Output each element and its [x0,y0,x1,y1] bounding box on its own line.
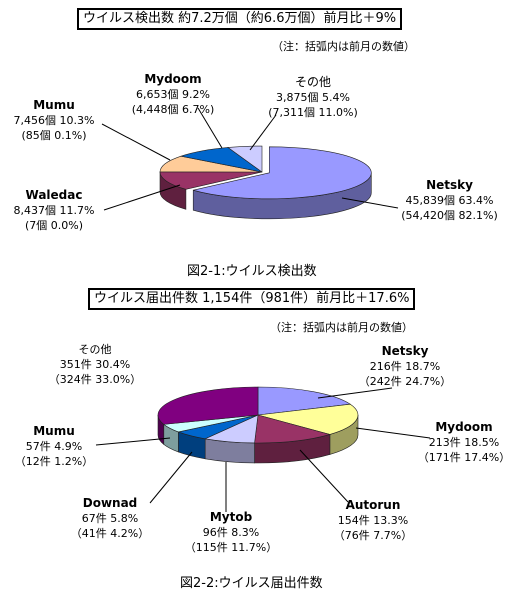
chart2-label-mydoom-value: 213件 18.5% [428,436,500,449]
chart1-leader-mumu [101,123,171,161]
chart2-label-mumu-prev: （12件 1.2%） [14,455,94,468]
chart1-label-netsky: Netsky 45,839個 63.4% (54,420個 82.1%) [392,178,507,223]
chart2-label-netsky-value: 216件 18.7% [369,360,441,373]
chart1-label-mumu: Mumu 7,456個 10.3% (85個 0.1%) [4,98,104,143]
chart2-label-mytob-prev: （115件 11.7%） [184,541,278,554]
chart1-label-mumu-prev: (85個 0.1%) [21,129,87,142]
chart2-label-mydoom-prev: （171件 17.4%） [417,451,511,464]
chart2-slice-mydoom [257,403,359,435]
chart2-label-mumu: Mumu 57件 4.9% （12件 1.2%） [4,424,104,469]
chart1-leader-mydoom [197,107,223,149]
chart2-label-netsky: Netsky 216件 18.7% （242件 24.7%） [350,344,460,389]
chart1-label-other-value: 3,875個 5.4% [276,91,350,104]
chart1-label-netsky-prev: (54,420個 82.1%) [401,209,498,222]
chart2-label-other-prev: （324件 33.0%） [48,373,142,386]
chart1-title: ウイルス検出数 約7.2万個（約6.6万個）前月比＋9% [77,8,403,30]
chart2-leader-netsky [317,387,393,399]
chart2-label-netsky-prev: （242件 24.7%） [358,375,452,388]
chart2-note: （注：括弧内は前月の数値） [270,321,413,334]
chart2-label-autorun-name: Autorun [345,498,401,512]
chart2-label-mydoom-name: Mydoom [435,420,493,434]
chart2-label-downad-name: Downad [82,496,138,510]
chart1-label-netsky-value: 45,839個 63.4% [405,194,494,207]
chart1-label-mydoom-value: 6,653個 9.2% [136,88,210,101]
chart1-label-mumu-name: Mumu [33,98,75,112]
chart2-label-mumu-value: 57件 4.9% [25,440,83,453]
chart1-label-other-prev: (7,311個 11.0%) [268,106,358,119]
chart2-label-downad-value: 67件 5.8% [81,512,139,525]
chart2-label-autorun: Autorun 154件 13.3% （76件 7.7%） [318,498,428,543]
chart1-label-waledac: Waledac 8,437個 11.7% (7個 0.0%) [4,188,104,233]
chart1-label-other: その他 3,875個 5.4% (7,311個 11.0%) [258,75,368,120]
chart2-label-other: その他 351件 30.4% （324件 33.0%） [40,342,150,387]
chart2-leader-mumu [95,437,171,446]
chart2-label-autorun-prev: （76件 7.7%） [333,529,413,542]
chart1-leader-netsky [341,197,399,209]
chart1-label-other-name: その他 [294,75,331,89]
chart2-label-netsky-name: Netsky [381,344,429,358]
chart2-label-downad: Downad 67件 5.8% （41件 4.2%） [60,496,160,541]
chart1-slice-waledac [159,171,263,190]
chart1-label-waledac-value: 8,437個 11.7% [13,204,95,217]
chart2-label-mumu-name: Mumu [33,424,75,438]
chart2-label-other-name: その他 [78,343,112,356]
chart2-label-mytob: Mytob 96件 8.3% （115件 11.7%） [176,510,286,555]
chart1-slice-other [227,145,263,173]
chart2-label-mydoom: Mydoom 213件 18.5% （171件 17.4%） [405,420,523,465]
chart1-note: （注：括弧内は前月の数値） [272,40,415,53]
chart1-slice-netsky [193,146,372,200]
chart1-label-mydoom-prev: (4,448個 6.7%) [131,103,215,116]
chart1-label-mydoom-name: Mydoom [144,72,202,86]
chart2-caption: 図2-2:ウイルス届出件数 [180,576,323,591]
chart1-caption: 図2-1:ウイルス検出数 [187,264,317,279]
chart2-label-other-value: 351件 30.4% [59,358,131,371]
chart1-label-mydoom: Mydoom 6,653個 9.2% (4,448個 6.7%) [118,72,228,117]
chart2-title: ウイルス届出件数 1,154件（981件）前月比＋17.6% [88,288,416,310]
chart2-label-downad-prev: （41件 4.2%） [70,527,150,540]
chart2-leader-downad [149,451,193,504]
chart1-leader-other [249,114,277,151]
chart1-leader-waledac [103,184,181,211]
chart2-label-mytob-value: 96件 8.3% [202,526,260,539]
chart2-label-autorun-value: 154件 13.3% [337,514,409,527]
chart2-label-mytob-name: Mytob [209,510,253,524]
chart1-label-mumu-value: 7,456個 10.3% [13,114,95,127]
chart2-slice-other [157,386,259,425]
chart2-slice-autorun [254,414,331,444]
chart2-leader-autorun [299,449,349,503]
chart1-label-netsky-name: Netsky [426,178,473,192]
chart1-label-waledac-name: Waledac [25,188,83,202]
chart2-slice-netsky [257,386,352,416]
chart1-label-waledac-prev: (7個 0.0%) [24,219,84,232]
chart2-leader-mydoom [355,427,431,439]
